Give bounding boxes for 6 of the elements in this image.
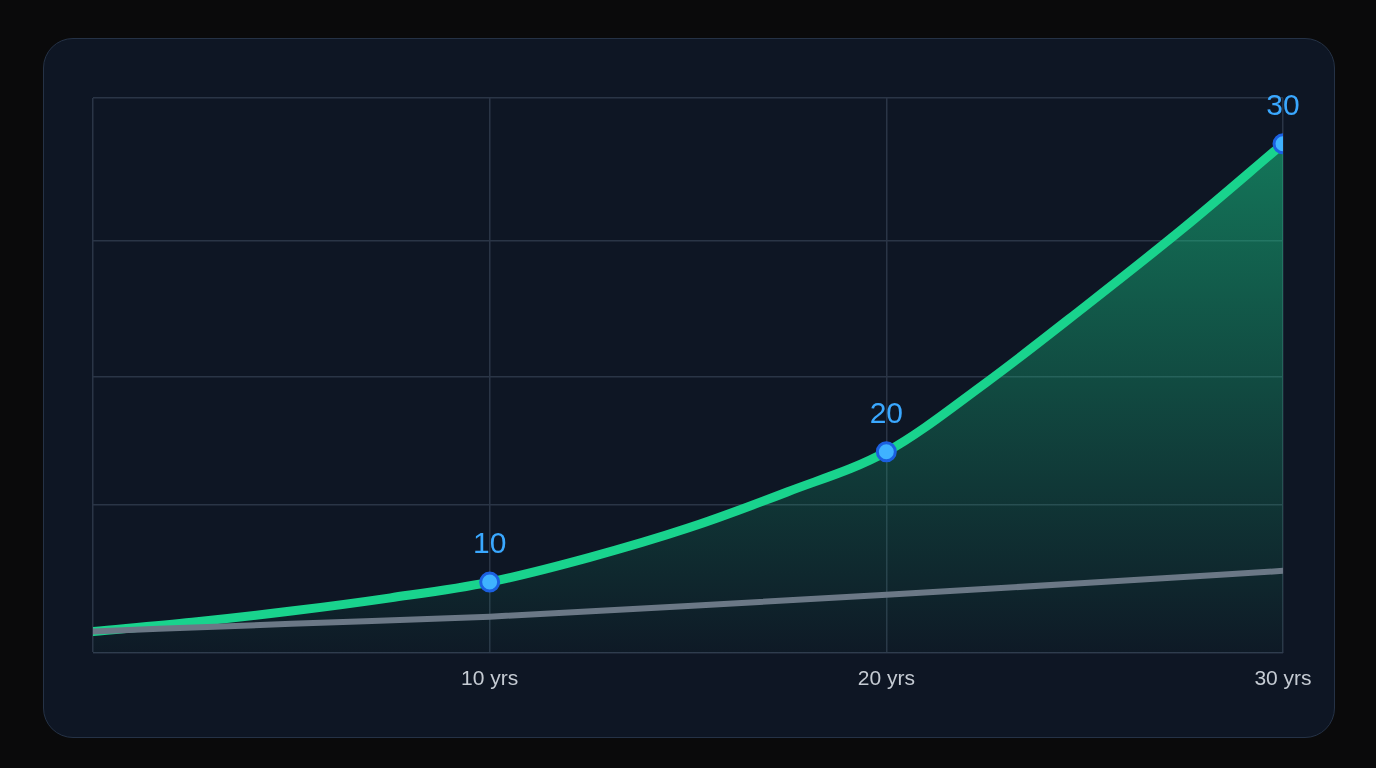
x-tick-label: 30 yrs [1254, 666, 1312, 690]
annotation: 30 [1266, 88, 1300, 122]
x-tick-label: 20 yrs [857, 666, 915, 690]
annotation: 10 [472, 526, 507, 560]
annotation: 20 [869, 396, 904, 430]
x-tick-label: 10 yrs [461, 666, 519, 690]
